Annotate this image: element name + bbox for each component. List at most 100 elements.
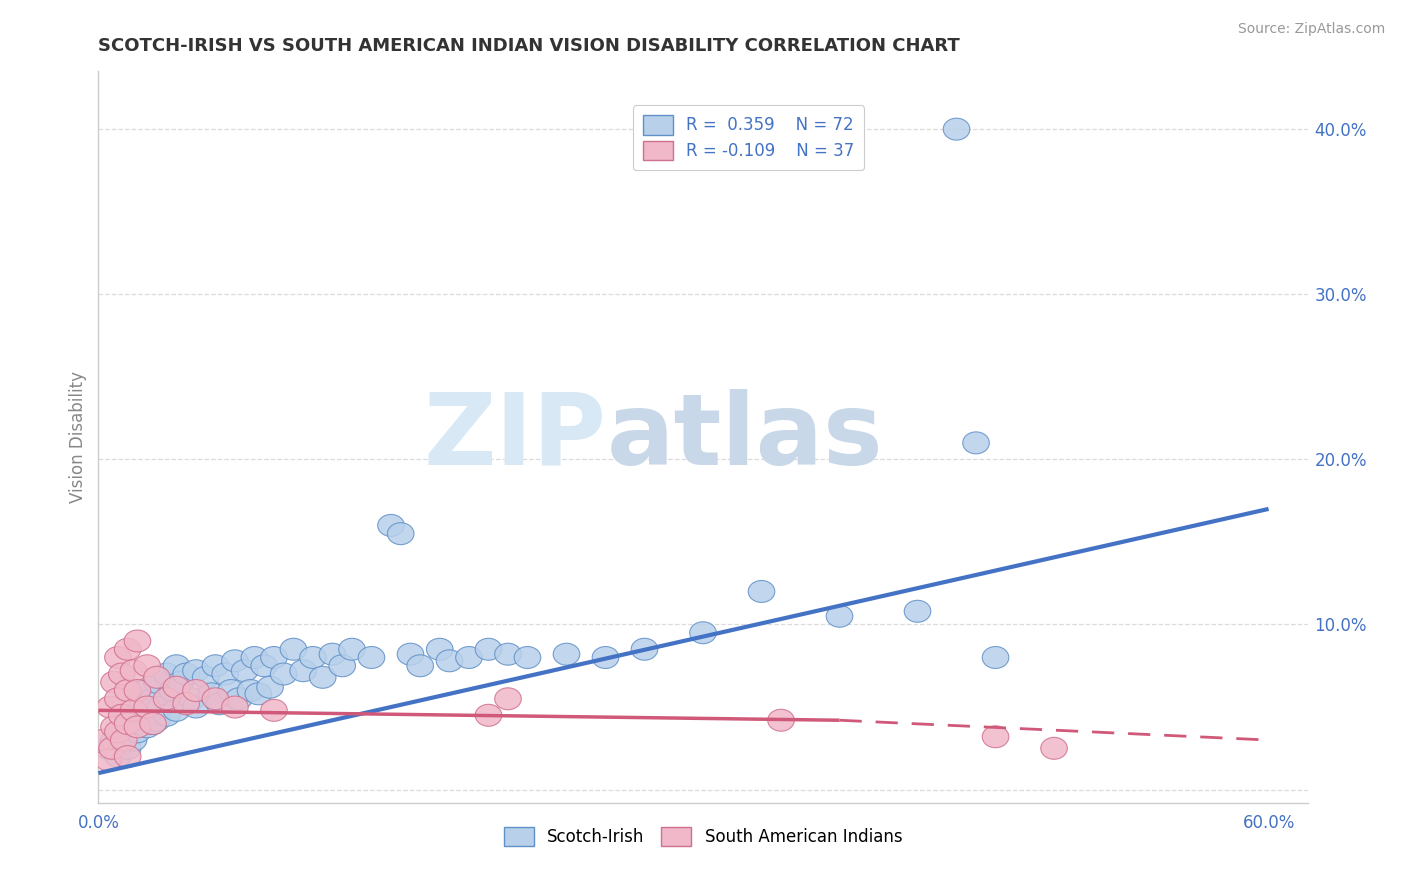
Ellipse shape [339,639,366,660]
Ellipse shape [114,738,141,759]
Ellipse shape [124,716,150,738]
Ellipse shape [378,515,405,536]
Ellipse shape [768,709,794,731]
Ellipse shape [495,643,522,665]
Ellipse shape [456,647,482,668]
Ellipse shape [108,721,135,743]
Ellipse shape [163,699,190,722]
Ellipse shape [104,688,131,710]
Ellipse shape [983,647,1010,668]
Ellipse shape [91,729,118,751]
Ellipse shape [173,693,200,714]
Ellipse shape [202,688,229,710]
Ellipse shape [553,643,579,665]
Ellipse shape [108,705,135,726]
Ellipse shape [280,639,307,660]
Ellipse shape [827,606,853,627]
Ellipse shape [159,680,186,701]
Ellipse shape [238,680,264,701]
Ellipse shape [250,655,277,677]
Ellipse shape [690,622,716,644]
Ellipse shape [299,647,326,668]
Ellipse shape [198,683,225,705]
Ellipse shape [1040,738,1067,759]
Legend: Scotch-Irish, South American Indians: Scotch-Irish, South American Indians [498,821,908,853]
Ellipse shape [193,666,219,689]
Ellipse shape [270,663,297,685]
Ellipse shape [101,672,128,693]
Ellipse shape [114,713,141,734]
Ellipse shape [222,650,249,672]
Text: ZIP: ZIP [423,389,606,485]
Ellipse shape [97,696,124,718]
Ellipse shape [121,729,146,751]
Ellipse shape [167,672,194,693]
Ellipse shape [139,713,166,734]
Ellipse shape [108,663,135,685]
Ellipse shape [114,713,141,734]
Ellipse shape [202,655,229,677]
Ellipse shape [94,738,121,759]
Ellipse shape [631,639,658,660]
Ellipse shape [173,663,200,685]
Ellipse shape [290,660,316,681]
Ellipse shape [396,643,423,665]
Ellipse shape [183,696,209,718]
Ellipse shape [104,746,131,767]
Ellipse shape [207,693,232,714]
Ellipse shape [218,680,245,701]
Ellipse shape [101,729,128,751]
Ellipse shape [114,680,141,701]
Ellipse shape [104,721,131,743]
Ellipse shape [260,699,287,722]
Ellipse shape [260,647,287,668]
Ellipse shape [963,432,990,454]
Ellipse shape [114,639,141,660]
Ellipse shape [104,647,131,668]
Ellipse shape [406,655,433,677]
Ellipse shape [148,696,174,718]
Ellipse shape [592,647,619,668]
Ellipse shape [904,600,931,623]
Ellipse shape [121,660,146,681]
Ellipse shape [124,688,150,710]
Ellipse shape [124,721,150,743]
Ellipse shape [436,650,463,672]
Ellipse shape [111,729,136,751]
Ellipse shape [121,699,146,722]
Ellipse shape [359,647,385,668]
Ellipse shape [388,523,413,545]
Ellipse shape [143,672,170,693]
Ellipse shape [153,688,180,710]
Ellipse shape [212,663,239,685]
Ellipse shape [222,696,249,718]
Ellipse shape [943,118,970,140]
Ellipse shape [163,676,190,698]
Ellipse shape [143,709,170,731]
Ellipse shape [183,680,209,701]
Ellipse shape [748,581,775,602]
Ellipse shape [101,716,128,738]
Ellipse shape [134,655,160,677]
Ellipse shape [257,676,284,698]
Ellipse shape [139,713,166,734]
Ellipse shape [124,630,150,652]
Ellipse shape [242,647,267,668]
Ellipse shape [143,666,170,689]
Ellipse shape [232,660,257,681]
Ellipse shape [94,749,121,771]
Ellipse shape [475,705,502,726]
Ellipse shape [309,666,336,689]
Ellipse shape [983,726,1010,747]
Ellipse shape [179,688,205,710]
Ellipse shape [495,688,522,710]
Text: atlas: atlas [606,389,883,485]
Ellipse shape [153,705,180,726]
Ellipse shape [124,680,150,701]
Ellipse shape [426,639,453,660]
Ellipse shape [139,688,166,710]
Ellipse shape [515,647,541,668]
Ellipse shape [183,660,209,681]
Ellipse shape [225,688,252,710]
Ellipse shape [329,655,356,677]
